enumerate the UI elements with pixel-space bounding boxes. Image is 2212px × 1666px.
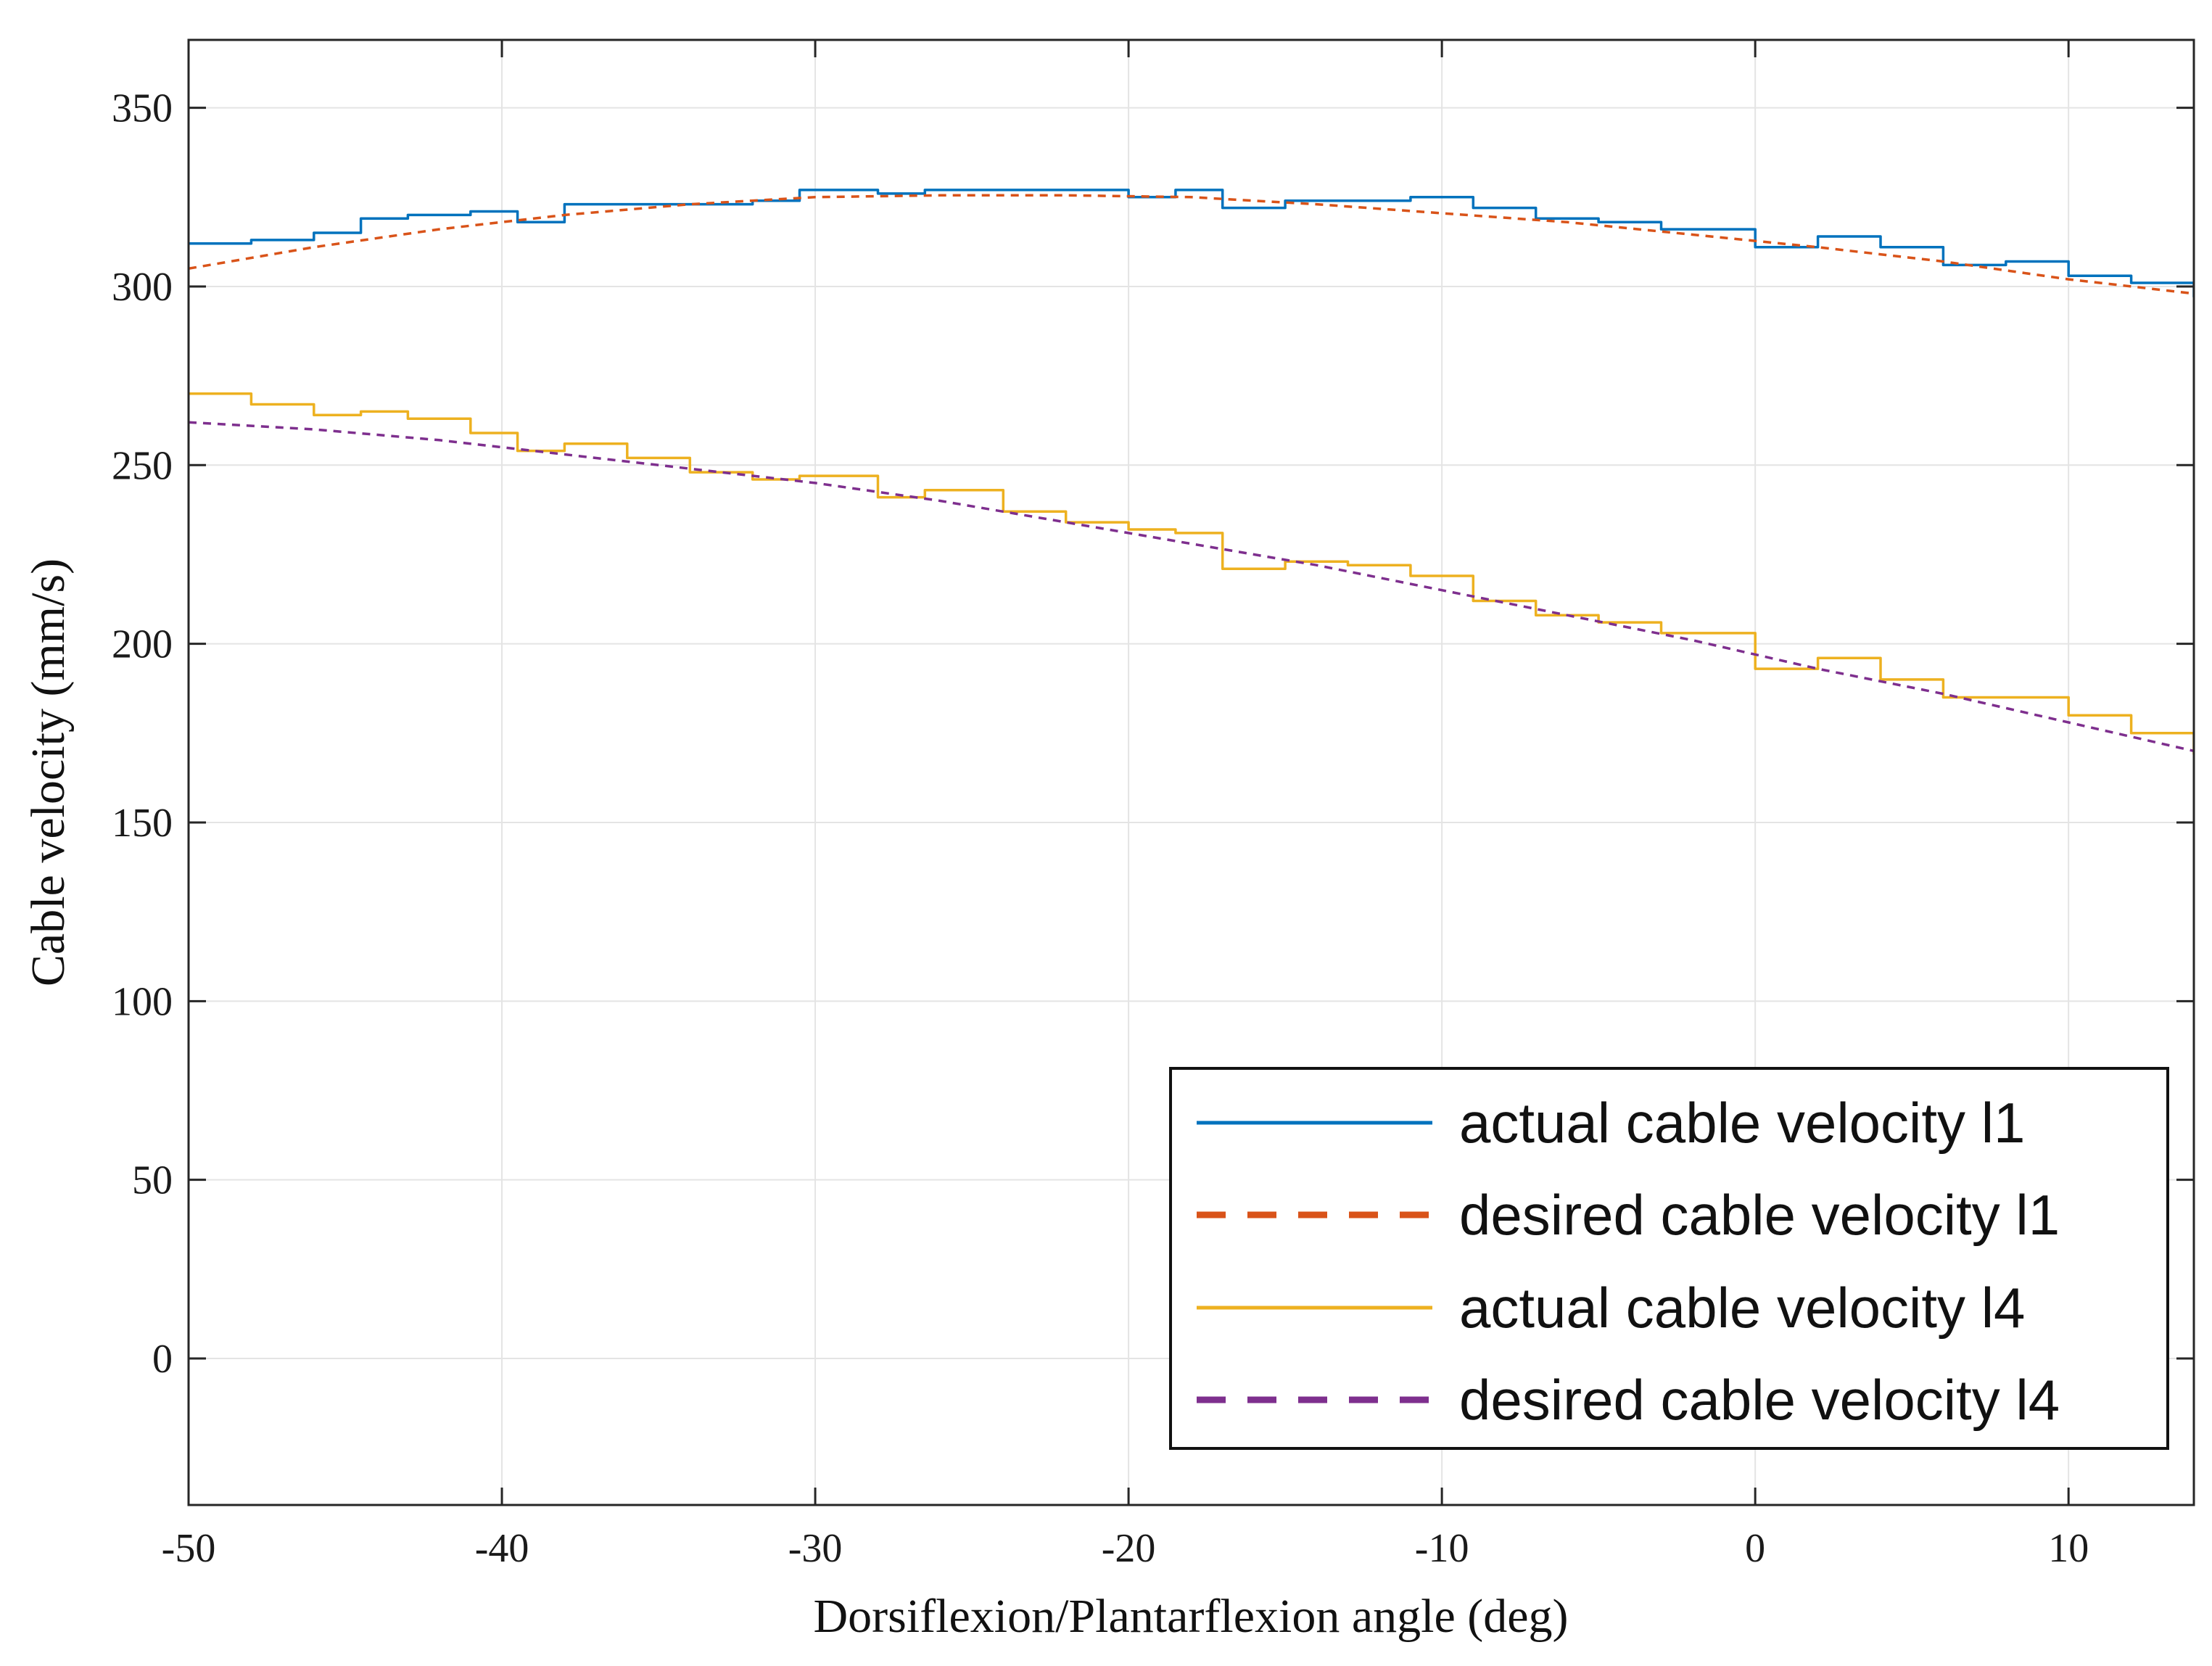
y-tick-label: 200 [112,622,173,667]
legend-label-actual-l1: actual cable velocity l1 [1459,1091,2025,1155]
axis-ticks [187,40,2194,1505]
y-tick-label: 100 [112,979,173,1024]
x-tick-label: -30 [788,1526,843,1571]
x-tick-label: 10 [2048,1526,2089,1571]
x-axis-label: Dorsiflexion/Plantarflexion angle (deg) [813,1590,1568,1643]
x-tick-label: -10 [1415,1526,1469,1571]
series-actual-l4 [189,392,2194,755]
y-tick-label: 250 [112,443,173,488]
x-tick-label: -20 [1102,1526,1156,1571]
y-tick-labels: 0 50 100 150 200 250 300 350 [112,86,173,1382]
x-tick-label: -40 [475,1526,529,1571]
series-lines [189,189,2194,755]
y-tick-label: 150 [112,801,173,846]
x-tick-label: -50 [162,1526,216,1571]
series-actual-l1 [189,189,2194,297]
legend-label-actual-l4: actual cable velocity l4 [1459,1276,2025,1340]
x-tick-label: 0 [1745,1526,1765,1571]
y-tick-label: 50 [132,1158,173,1203]
y-tick-label: 0 [152,1337,173,1382]
x-tick-labels: -50 -40 -30 -20 -10 0 10 [162,1526,2089,1571]
y-tick-label: 300 [112,265,173,310]
y-tick-label: 350 [112,86,173,131]
legend: actual cable velocity l1 desired cable v… [1169,1067,2169,1450]
y-axis-label: Cable velocity (mm/s) [22,558,75,986]
legend-label-desired-l1: desired cable velocity l1 [1459,1183,2060,1247]
series-desired-l1 [189,194,2194,295]
series-desired-l4 [189,421,2194,753]
legend-box [1169,1067,2169,1450]
legend-label-desired-l4: desired cable velocity l4 [1459,1368,2060,1432]
plot-frame [187,38,2195,1506]
